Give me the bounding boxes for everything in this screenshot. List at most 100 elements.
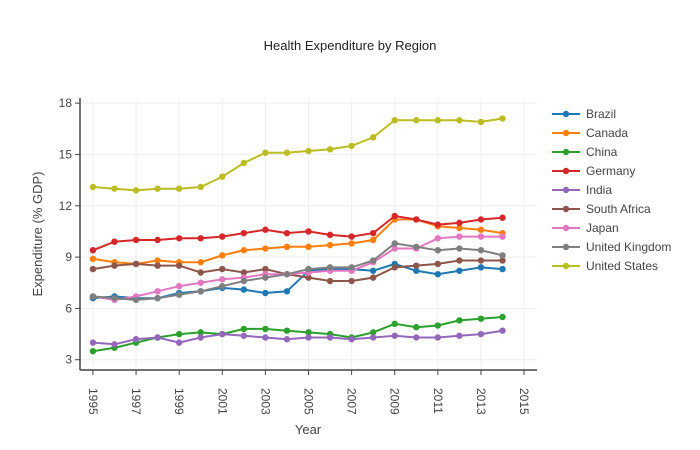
data-point <box>154 262 161 269</box>
legend-item-japan[interactable]: Japan <box>552 221 619 235</box>
data-point <box>283 229 291 237</box>
series-germany <box>89 212 506 254</box>
legend-item-united-states[interactable]: United States <box>552 259 658 273</box>
y-tick-label: 12 <box>59 199 73 213</box>
legend-label: South Africa <box>586 202 651 216</box>
data-point <box>391 245 398 252</box>
data-point <box>175 185 183 192</box>
data-point <box>197 269 204 276</box>
data-point <box>132 187 140 194</box>
data-point <box>326 231 334 239</box>
data-point <box>197 288 204 295</box>
data-point <box>348 142 355 150</box>
data-point <box>477 330 485 338</box>
data-point <box>477 233 485 240</box>
tick-labels: 3 6 9 12 15 18 1995 1997 1999 2001 2003 2005 2007 200… <box>59 96 531 415</box>
legend-label: Germany <box>586 164 635 178</box>
legend-label: United States <box>586 259 658 273</box>
data-point <box>89 293 97 300</box>
data-point <box>111 294 118 302</box>
data-point <box>326 241 334 249</box>
data-point <box>240 286 248 293</box>
data-point <box>111 185 118 192</box>
x-tick-label: 2003 <box>258 388 272 415</box>
legend-item-south-africa[interactable]: South Africa <box>552 202 651 216</box>
data-point <box>413 117 420 124</box>
legend-item-china[interactable]: China <box>552 145 618 159</box>
legend-item-germany[interactable]: Germany <box>552 164 635 178</box>
data-point <box>326 277 334 285</box>
data-point <box>348 264 355 271</box>
data-point <box>219 265 226 273</box>
x-axis-label: Year <box>295 422 322 437</box>
data-point <box>413 262 420 269</box>
x-tick-label: 2013 <box>474 388 488 415</box>
y-tick-label: 9 <box>65 250 72 264</box>
data-point <box>283 336 291 343</box>
data-point <box>111 238 118 245</box>
series-line <box>92 117 503 192</box>
data-point <box>434 221 442 228</box>
data-point <box>456 245 463 252</box>
legend-marker <box>562 110 570 118</box>
x-tick-label: 2011 <box>431 388 445 414</box>
legend-marker <box>562 129 570 137</box>
y-tick-label: 15 <box>59 147 73 161</box>
data-point <box>391 264 398 271</box>
y-axis-label: Expenditure (% GDP) <box>30 172 45 297</box>
legend-item-united-kingdom[interactable]: United Kingdom <box>552 240 671 254</box>
legend[interactable]: Brazil Canada China Germany India South Afric… <box>552 107 671 273</box>
legend-item-india[interactable]: India <box>552 183 612 197</box>
data-point <box>499 265 506 273</box>
data-point <box>154 236 161 244</box>
data-point <box>262 226 269 233</box>
legend-marker <box>562 148 570 156</box>
data-point <box>413 216 420 223</box>
data-point <box>305 265 312 273</box>
data-point <box>305 329 312 336</box>
data-point <box>240 159 248 167</box>
data-point <box>499 233 506 240</box>
data-point <box>197 259 204 266</box>
data-point <box>154 334 161 341</box>
data-point <box>477 257 485 264</box>
legend-item-canada[interactable]: Canada <box>552 126 628 140</box>
data-point <box>89 339 97 346</box>
data-point <box>111 341 118 348</box>
x-tick-label: 2007 <box>345 388 359 415</box>
data-point <box>89 347 97 355</box>
data-point <box>499 257 506 264</box>
x-tick-label: 1999 <box>172 388 186 415</box>
series-line <box>92 214 503 252</box>
data-point <box>413 324 420 331</box>
series-line <box>92 218 503 265</box>
legend-label: United Kingdom <box>586 240 671 254</box>
data-point <box>89 247 97 254</box>
data-point <box>434 322 442 329</box>
legend-label: Japan <box>586 221 619 235</box>
legend-marker <box>562 224 570 232</box>
data-point <box>499 115 506 122</box>
data-point <box>219 276 226 283</box>
data-point <box>348 277 355 285</box>
data-point <box>305 228 312 235</box>
legend-marker <box>562 205 570 213</box>
data-point <box>240 325 248 333</box>
data-point <box>240 332 248 339</box>
data-point <box>240 277 248 285</box>
data-point <box>305 147 312 155</box>
legend-label: India <box>586 183 612 197</box>
legend-item-brazil[interactable]: Brazil <box>552 107 616 121</box>
data-point <box>369 257 377 264</box>
legend-marker <box>562 243 570 251</box>
data-point <box>197 279 204 286</box>
data-point <box>499 214 506 221</box>
data-point <box>477 216 485 223</box>
data-point <box>456 267 463 274</box>
data-point <box>262 265 269 273</box>
data-point <box>283 243 291 251</box>
series-united-states <box>89 115 506 194</box>
data-point <box>175 291 183 298</box>
